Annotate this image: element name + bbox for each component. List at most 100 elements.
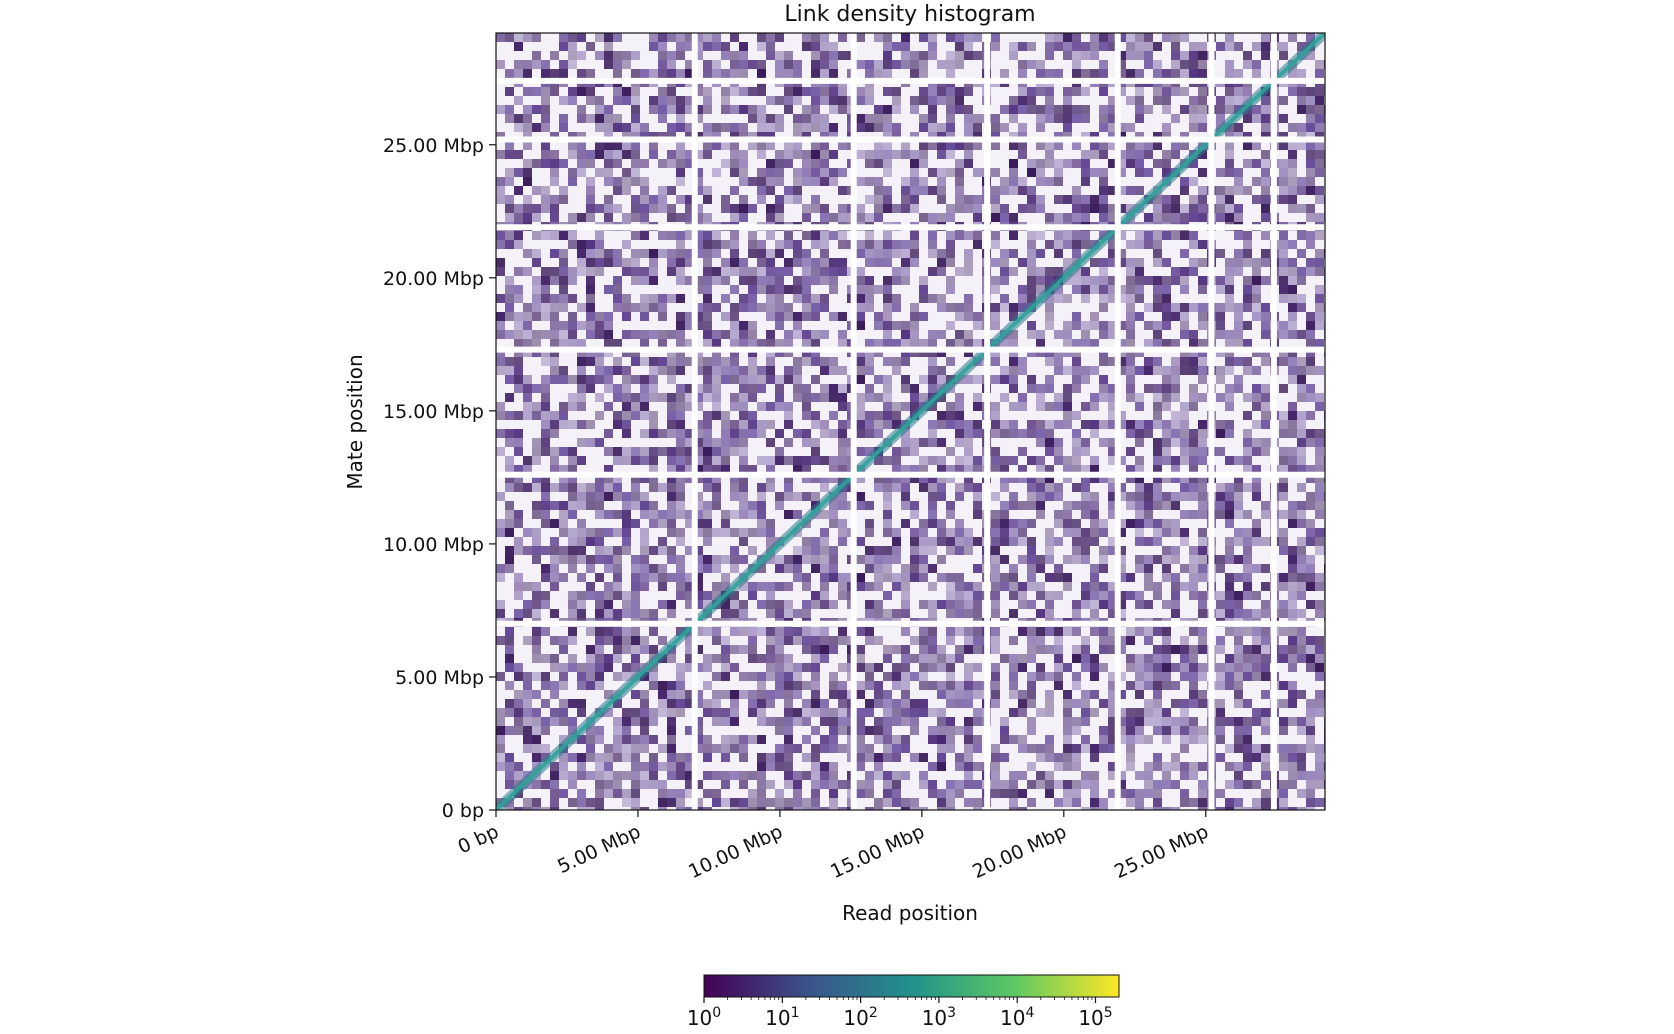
heatmap-cell <box>1144 366 1153 375</box>
heatmap-cell <box>595 393 604 402</box>
heatmap-cell <box>631 627 640 636</box>
heatmap-cell <box>955 159 964 168</box>
heatmap-cell <box>1108 690 1117 699</box>
heatmap-cell <box>532 213 541 222</box>
heatmap-cell <box>802 735 811 744</box>
heatmap-cell <box>793 321 802 330</box>
heatmap-cell <box>784 654 793 663</box>
heatmap-cell <box>568 402 577 411</box>
heatmap-cell <box>1279 582 1288 591</box>
heatmap-cell <box>712 402 721 411</box>
heatmap-cell <box>811 600 820 609</box>
heatmap-cell <box>1243 735 1252 744</box>
heatmap-cell <box>1135 33 1144 42</box>
heatmap-cell <box>919 87 928 96</box>
heatmap-cell <box>739 330 748 339</box>
heatmap-cell <box>1171 762 1180 771</box>
heatmap-cell <box>883 186 892 195</box>
heatmap-cell <box>811 420 820 429</box>
heatmap-cell <box>586 321 595 330</box>
heatmap-cell <box>667 402 676 411</box>
heatmap-cell <box>1036 609 1045 618</box>
heatmap-cell <box>946 141 955 150</box>
heatmap-cell <box>1027 762 1036 771</box>
heatmap-cell <box>1216 105 1225 114</box>
heatmap-cell <box>550 357 559 366</box>
heatmap-cell <box>649 249 658 258</box>
heatmap-cell <box>1045 33 1054 42</box>
heatmap-cell <box>838 456 847 465</box>
heatmap-cell <box>1117 528 1126 537</box>
heatmap-cell <box>1036 195 1045 204</box>
heatmap-cell <box>1252 717 1261 726</box>
heatmap-cell <box>1297 375 1306 384</box>
heatmap-cell <box>883 357 892 366</box>
heatmap-cell <box>1144 600 1153 609</box>
heatmap-cell <box>1225 573 1234 582</box>
heatmap-cell <box>640 690 649 699</box>
heatmap-cell <box>766 672 775 681</box>
heatmap-cell <box>739 375 748 384</box>
heatmap-cell <box>829 357 838 366</box>
heatmap-cell <box>586 744 595 753</box>
heatmap-cell <box>1135 294 1144 303</box>
heatmap-cell <box>1198 339 1207 348</box>
heatmap-cell <box>532 645 541 654</box>
heatmap-cell <box>1216 636 1225 645</box>
heatmap-cell <box>883 249 892 258</box>
heatmap-cell <box>649 708 658 717</box>
heatmap-cell <box>1063 528 1072 537</box>
heatmap-cell <box>1216 726 1225 735</box>
heatmap-cell <box>1180 87 1189 96</box>
heatmap-cell <box>1072 555 1081 564</box>
heatmap-cell <box>1117 708 1126 717</box>
heatmap-cell <box>694 249 703 258</box>
heatmap-cell <box>1162 87 1171 96</box>
heatmap-cell <box>1225 87 1234 96</box>
heatmap-cell <box>1018 708 1027 717</box>
heatmap-cell <box>658 294 667 303</box>
heatmap-cell <box>1072 609 1081 618</box>
heatmap-cell <box>721 600 730 609</box>
heatmap-cell <box>1234 663 1243 672</box>
heatmap-cell <box>676 699 685 708</box>
heatmap-cell <box>667 735 676 744</box>
heatmap-cell <box>1297 105 1306 114</box>
heatmap-cell <box>1225 60 1234 69</box>
heatmap-cell <box>964 474 973 483</box>
heatmap-cell <box>1081 582 1090 591</box>
heatmap-cell <box>964 429 973 438</box>
heatmap-cell <box>1288 546 1297 555</box>
heatmap-cell <box>748 654 757 663</box>
heatmap-cell <box>874 546 883 555</box>
heatmap-cell <box>730 339 739 348</box>
heatmap-cell <box>784 339 793 348</box>
heatmap-cell <box>550 312 559 321</box>
heatmap-cell <box>1180 60 1189 69</box>
heatmap-cell <box>1306 663 1315 672</box>
heatmap-cell <box>613 87 622 96</box>
heatmap-cell <box>838 339 847 348</box>
heatmap-cell <box>667 213 676 222</box>
heatmap-cell <box>622 672 631 681</box>
heatmap-cell <box>541 483 550 492</box>
heatmap-cell <box>622 330 631 339</box>
heatmap-cell <box>937 294 946 303</box>
heatmap-cell <box>613 159 622 168</box>
heatmap-cell <box>748 114 757 123</box>
heatmap-cell <box>649 771 658 780</box>
heatmap-cell <box>1234 528 1243 537</box>
heatmap-cell <box>649 573 658 582</box>
heatmap-cell <box>1180 717 1189 726</box>
heatmap-cell <box>973 483 982 492</box>
heatmap-cell <box>874 249 883 258</box>
heatmap-cell <box>640 744 649 753</box>
heatmap-cell <box>712 339 721 348</box>
heatmap-cell <box>1072 519 1081 528</box>
heatmap-cell <box>640 492 649 501</box>
heatmap-cell <box>523 717 532 726</box>
heatmap-cell <box>1171 474 1180 483</box>
heatmap-cell <box>712 708 721 717</box>
heatmap-cell <box>793 123 802 132</box>
heatmap-cell <box>1171 213 1180 222</box>
